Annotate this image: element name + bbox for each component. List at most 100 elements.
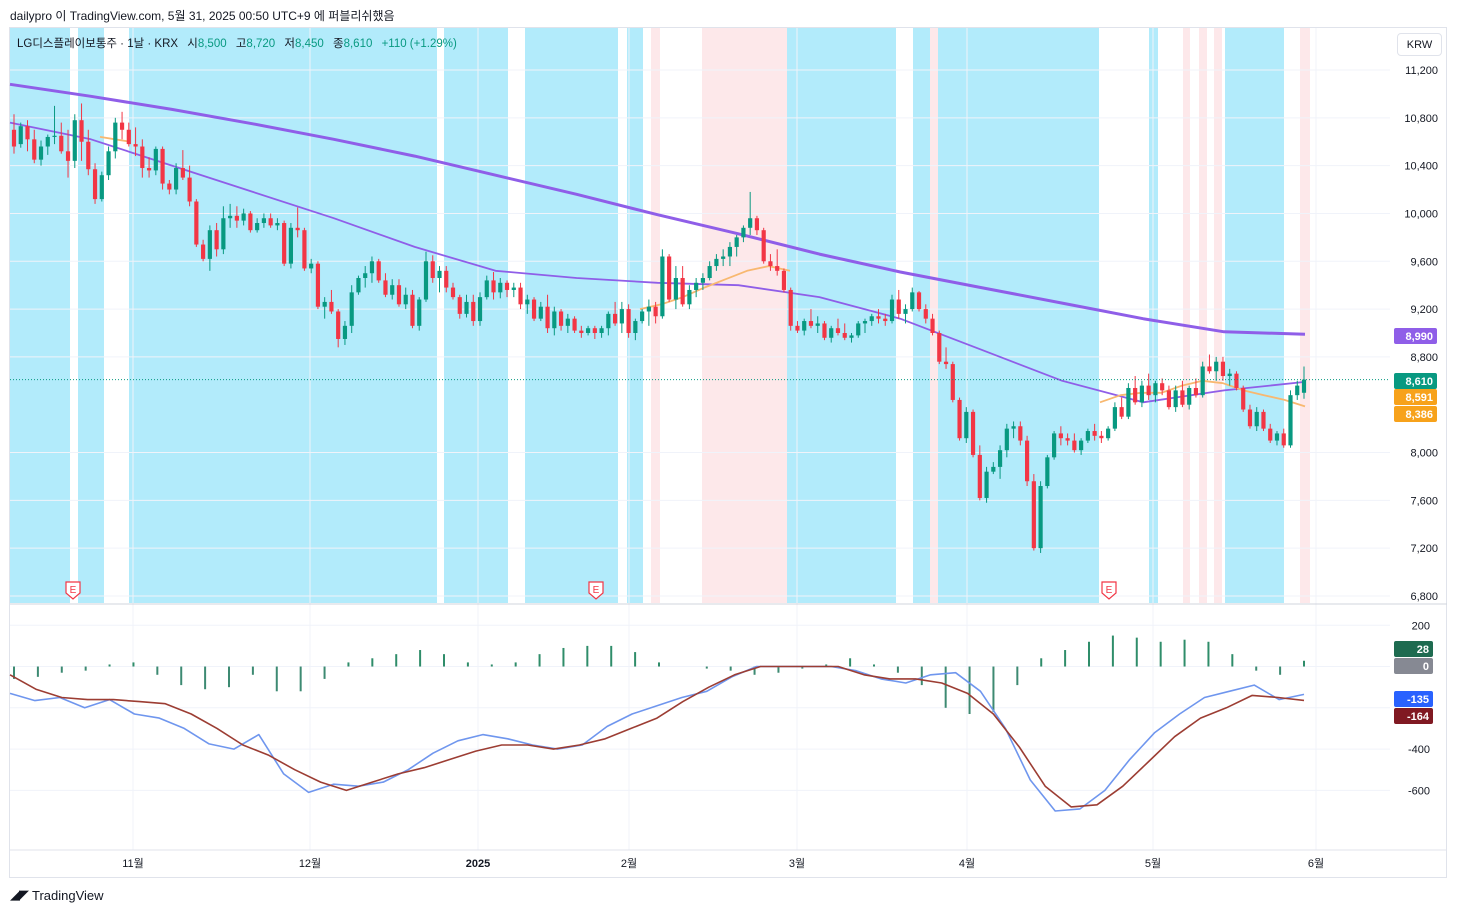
ma-mid-line: [9, 121, 1306, 404]
candle-body: [829, 328, 834, 338]
candle-body: [59, 135, 64, 152]
candle-body: [1187, 387, 1192, 405]
signal-value-badge: [1394, 708, 1433, 724]
background-zone: [1199, 28, 1207, 603]
candle-body: [234, 215, 239, 221]
tradingview-brand[interactable]: ◢◤ TradingView: [10, 887, 104, 903]
currency-button[interactable]: KRW: [1397, 33, 1442, 56]
background-zone: [627, 28, 643, 603]
candle-body: [336, 311, 341, 339]
earnings-marker-label: E: [70, 585, 77, 596]
earnings-marker-icon: [65, 581, 81, 600]
candle-body: [396, 285, 402, 305]
candle-body: [471, 301, 476, 322]
candle-body: [775, 266, 780, 271]
candle-body: [1261, 411, 1266, 429]
candle-body: [1180, 390, 1185, 405]
candle-body: [160, 148, 165, 184]
candle-body: [1018, 426, 1023, 441]
candle-body: [133, 144, 138, 147]
candle-body: [363, 273, 368, 279]
candle-body: [606, 313, 611, 329]
candle-body: [943, 361, 949, 365]
candle-body: [1146, 385, 1151, 396]
candle-body: [1160, 383, 1165, 391]
candle-body: [552, 311, 557, 329]
time-tick-label: 12월: [299, 857, 321, 870]
candle-body: [25, 126, 30, 140]
candle-body: [349, 292, 354, 326]
candle-body: [1288, 395, 1293, 446]
price-tick-label: 11,200: [1405, 65, 1438, 77]
candle-body: [991, 466, 996, 472]
ma-long-line: [9, 82, 1306, 336]
candle-body: [1004, 428, 1009, 451]
candle-body: [1065, 438, 1070, 441]
candle-body: [444, 270, 449, 288]
candle-body: [1193, 387, 1199, 396]
candle-body: [950, 364, 955, 400]
candle-body: [626, 309, 631, 333]
price-tick-label: 7,200: [1410, 543, 1438, 555]
background-zone: [938, 28, 1099, 603]
background-zone: [1183, 28, 1190, 603]
candle-body: [268, 218, 273, 226]
candle-body: [1207, 366, 1212, 372]
candle-body: [815, 323, 820, 326]
candle-body: [572, 318, 577, 331]
candle-body: [187, 177, 192, 202]
ma-mid-badge-label: 8,591: [1405, 392, 1433, 404]
candle-body: [79, 120, 84, 142]
candle-body: [315, 263, 321, 307]
candle-body: [65, 151, 71, 161]
candle-body: [32, 139, 37, 160]
candle-body: [52, 135, 57, 137]
candle-body: [538, 306, 543, 319]
candle-body: [126, 129, 131, 145]
background-zone: [10, 28, 70, 603]
macd-value-badge: [1394, 691, 1433, 707]
ma-short-badge-label: 8,386: [1405, 409, 1433, 421]
candle-body: [1281, 433, 1286, 446]
candle-body: [788, 289, 793, 326]
candle-body: [1031, 481, 1036, 549]
candle-body: [309, 263, 314, 269]
candle-body: [86, 141, 91, 170]
candle-body: [1024, 440, 1030, 482]
earnings-marker-icon: [588, 581, 604, 600]
candle-body: [498, 282, 503, 293]
candle-body: [883, 318, 888, 322]
close-badge-label: 8,610: [1405, 376, 1433, 388]
candle-body: [423, 261, 429, 300]
candle-body: [862, 321, 868, 324]
macd-zero-badge: [1394, 658, 1433, 674]
candle-body: [504, 282, 510, 290]
candle-body: [707, 266, 712, 279]
candle-body: [1126, 387, 1131, 417]
candle-body: [228, 215, 233, 219]
candle-body: [282, 223, 287, 264]
candle-body: [781, 270, 787, 290]
candle-body: [741, 227, 746, 238]
candle-body: [167, 183, 172, 190]
candle-body: [680, 278, 685, 305]
candle-body: [1295, 385, 1300, 396]
candle-body: [721, 256, 726, 259]
macd-tick-label: -400: [1408, 744, 1430, 756]
candle-body: [72, 120, 77, 161]
price-tick-label: 9,600: [1410, 256, 1438, 268]
candle-body: [1106, 428, 1111, 439]
time-tick-label: 6월: [1308, 857, 1324, 870]
background-zone: [930, 28, 938, 603]
symbol-name: LG디스플레이보통주 · 1날 · KRX: [17, 38, 179, 50]
candle-body: [1227, 373, 1232, 377]
candle-body: [1092, 431, 1097, 436]
candle-body: [275, 223, 280, 226]
candle-body: [207, 230, 212, 259]
signal-line: [9, 665, 1305, 808]
macd-value-badge-label: -135: [1407, 694, 1429, 706]
candle-body: [1166, 390, 1172, 408]
candle-body: [1058, 433, 1063, 439]
candle-body: [11, 129, 17, 147]
